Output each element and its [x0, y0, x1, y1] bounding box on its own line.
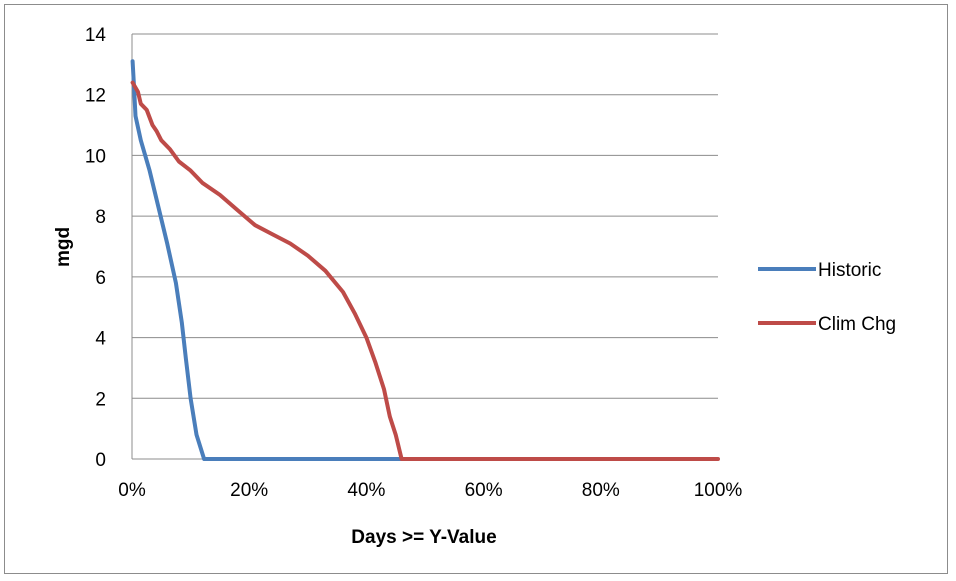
series-line-clim-chg: [130, 80, 720, 461]
x-tick-label: 40%: [347, 480, 385, 501]
y-tick-label: 0: [95, 450, 106, 471]
y-tick-label: 6: [95, 268, 106, 289]
y-tick-label: 4: [95, 329, 106, 350]
legend-label: Historic: [818, 260, 881, 281]
y-tick-label: 12: [85, 86, 106, 107]
y-tick-label: 14: [85, 25, 107, 46]
legend-label: Clim Chg: [818, 314, 896, 335]
y-tick-label: 2: [95, 389, 106, 410]
series-lines: [130, 59, 720, 461]
x-tick-labels: 0% 20% 40% 60% 80% 100%: [118, 480, 742, 501]
y-axis-title: mgd: [53, 227, 74, 267]
y-tick-label: 10: [85, 146, 106, 167]
x-tick-label: 80%: [582, 480, 620, 501]
chart-frame: [4, 4, 948, 574]
x-tick-label: 100%: [694, 480, 743, 501]
x-tick-label: 60%: [465, 480, 503, 501]
y-tick-label: 8: [95, 207, 106, 228]
y-tick-labels: 0 2 4 6 8 10 12 14: [85, 25, 107, 471]
gridlines: [131, 33, 718, 460]
x-tick-label: 0%: [118, 480, 146, 501]
legend: Historic Clim Chg: [758, 260, 896, 335]
x-tick-label: 20%: [230, 480, 268, 501]
series-line-historic: [130, 59, 404, 461]
x-axis-title: Days >= Y-Value: [351, 527, 496, 548]
